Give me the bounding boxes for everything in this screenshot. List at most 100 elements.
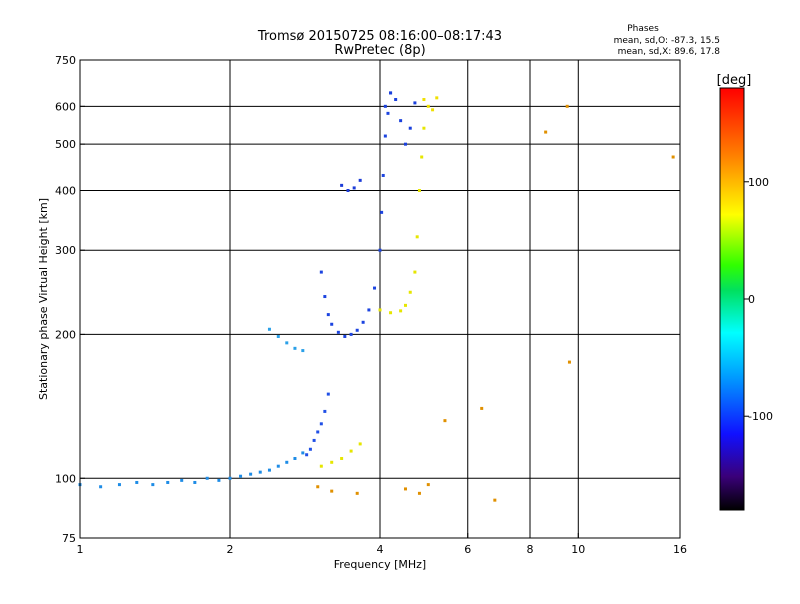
data-point [413,270,417,274]
data-point [276,334,280,338]
data-point [326,392,330,396]
data-point [355,328,359,332]
y-tick-label: 200 [55,328,76,341]
x-tick-label: 16 [673,543,687,556]
data-point [151,483,155,487]
data-point [293,456,297,460]
series-group [319,126,426,468]
data-point [480,406,484,410]
colorbar-ticks: 100 0 -100 [744,176,773,423]
data-point [544,130,548,134]
data-point [381,173,385,177]
y-tick-label: 750 [55,54,76,67]
data-point [276,464,280,468]
data-point [420,155,424,159]
data-point [301,349,305,353]
x-axis: 1 2 4 6 8 10 16 [77,533,687,556]
data-point [249,472,253,476]
data-point [99,485,103,489]
series-group [267,327,305,353]
data-point [403,303,407,307]
data-point [378,248,382,252]
data-point [380,210,384,214]
data-point [417,188,421,192]
colorbar-tick-label: 100 [748,176,769,189]
data-point [239,474,243,478]
phases-x-stats: mean, sd,X: 89.6, 17.8 [618,47,721,57]
data-point [403,487,407,491]
x-axis-label: Frequency [MHz] [334,558,426,571]
data-point [319,270,323,274]
y-axis: 75 100 200 300 400 500 600 750 [55,54,85,545]
data-point [267,468,271,472]
data-point [180,478,184,482]
y-axis-label: Stationary phase Virtual Height [km] [37,198,50,400]
data-point [386,111,390,115]
data-point [422,126,426,130]
y-tick-label: 500 [55,138,76,151]
data-point [431,108,435,112]
data-point [336,330,340,334]
data-point [346,188,350,192]
data-point [361,320,365,324]
data-point [567,360,571,364]
data-point [305,453,309,457]
colorbar [719,87,745,511]
data-point [671,155,675,159]
y-tick-label: 100 [55,472,76,485]
colorbar-tick-label: 0 [748,293,755,306]
chart-subtitle: RwPretec (8p) [334,43,425,58]
data-point [308,447,312,451]
data-point [399,119,403,123]
data-point [389,91,393,95]
data-point [326,313,330,317]
data-points-layer [78,91,675,502]
data-point [413,101,417,105]
data-point [340,456,344,460]
grid-layer [80,60,680,538]
data-point [358,178,362,182]
data-point [358,442,362,446]
data-point [323,409,327,413]
data-point [355,491,359,495]
data-point [383,104,387,108]
data-point [117,483,121,487]
series-group [305,392,330,457]
data-point [319,464,323,468]
data-point [378,308,382,312]
data-point [443,419,447,423]
data-point [408,126,412,130]
data-point [340,183,344,187]
data-point [301,451,305,455]
data-point [565,104,569,108]
series-group [78,451,305,489]
data-point [330,460,334,464]
x-tick-label: 6 [464,543,471,556]
data-point [426,104,430,108]
data-point [435,96,439,100]
data-point [349,332,353,336]
data-point [415,235,419,239]
series-group [319,91,393,338]
data-point [217,478,221,482]
data-point [352,186,356,190]
colorbar-tick-label: -100 [748,410,773,423]
data-point [285,341,289,345]
data-point [316,430,320,434]
data-point [493,498,497,502]
series-group [340,178,362,192]
data-point [330,489,334,493]
x-tick-label: 4 [377,543,384,556]
data-point [258,470,262,474]
series-group [422,96,439,112]
data-point [426,483,430,487]
data-point [205,476,209,480]
phases-header: Phases [627,24,659,34]
data-point [319,422,323,426]
y-tick-label: 400 [55,184,76,197]
data-point [228,476,232,480]
colorbar-label: [deg] [717,73,752,88]
data-point [330,322,334,326]
